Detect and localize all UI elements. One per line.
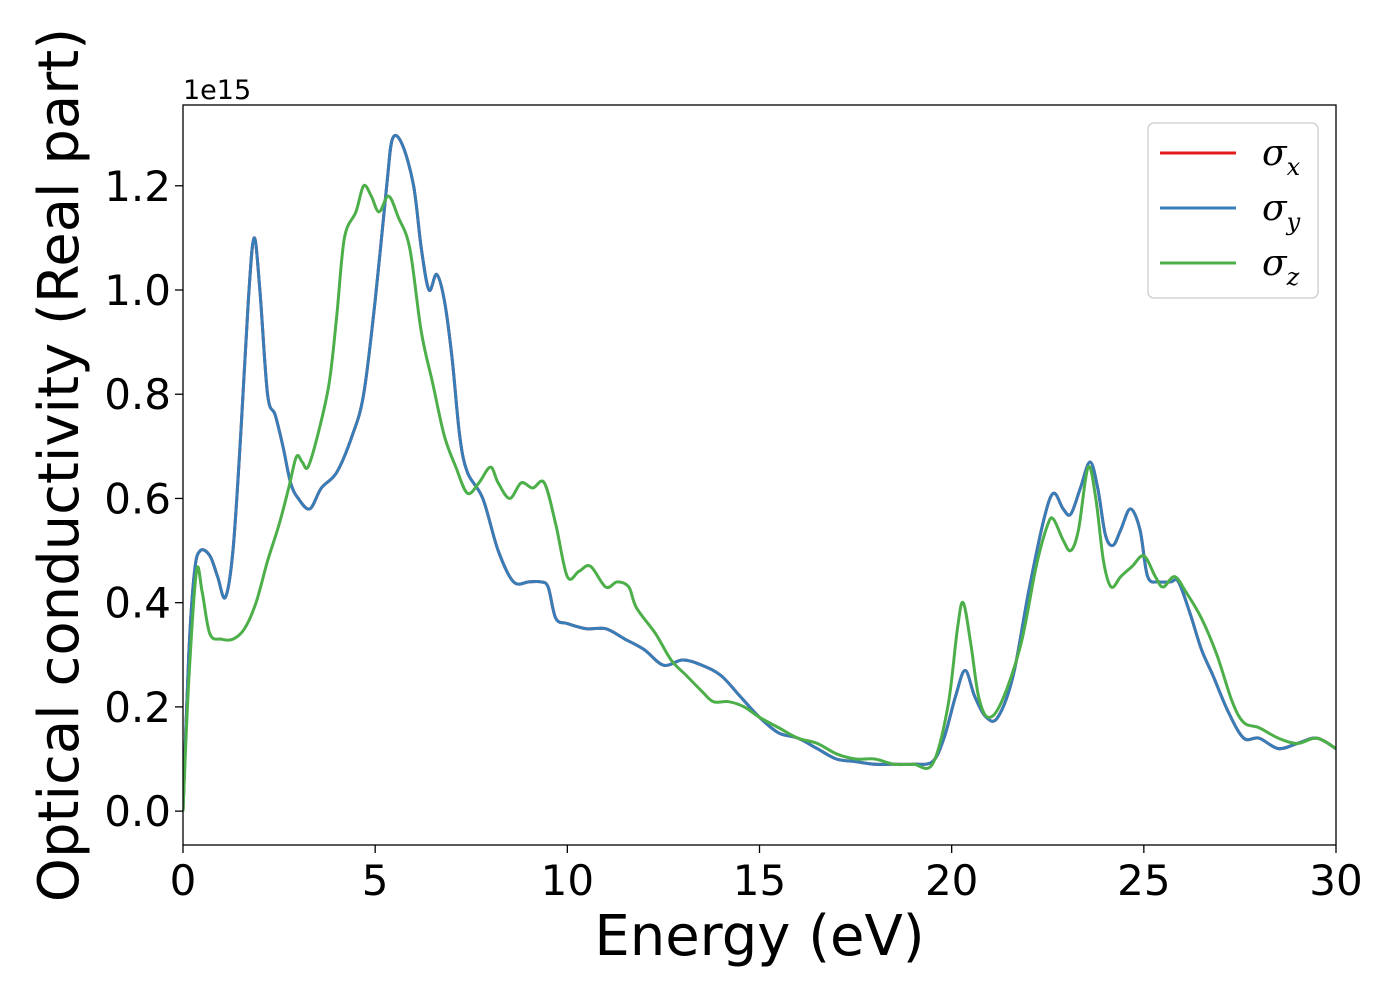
x-tick-label: 10	[541, 856, 594, 905]
legend-label-y: σy	[1262, 188, 1301, 236]
x-tick-label: 5	[362, 856, 389, 905]
y-tick-label: 0.6	[104, 474, 171, 523]
legend-subscript: x	[1287, 153, 1301, 181]
y-tick-label: 0.2	[104, 683, 171, 732]
y-tick-label: 0.0	[104, 787, 171, 836]
x-tick-label: 25	[1117, 856, 1170, 905]
legend-box	[1147, 122, 1319, 299]
x-axis-ticks: 0 5 10 15 20 25 30	[170, 845, 1363, 905]
legend-subscript: y	[1286, 208, 1301, 236]
legend-symbol: σ	[1262, 243, 1288, 284]
x-axis-label: Energy (eV)	[594, 904, 924, 969]
series-line-y	[183, 133, 1336, 812]
y-tick-label: 1.2	[104, 162, 171, 211]
x-tick-label: 30	[1309, 856, 1362, 905]
legend-label-x: σx	[1262, 133, 1301, 181]
series-group	[183, 133, 1336, 812]
x-tick-label: 15	[733, 856, 786, 905]
series-line-z	[183, 183, 1336, 812]
legend-label-z: σz	[1262, 243, 1300, 291]
x-tick-label: 0	[170, 856, 197, 905]
y-axis-ticks: 0.0 0.2 0.4 0.6 0.8 1.0 1.2	[104, 162, 183, 836]
y-axis-label: Optical conductivity (Real part)	[27, 28, 92, 902]
legend-symbol: σ	[1262, 188, 1288, 229]
y-tick-label: 0.4	[104, 579, 171, 628]
legend-symbol: σ	[1262, 133, 1288, 174]
x-tick-label: 20	[925, 856, 978, 905]
y-tick-label: 0.8	[104, 370, 171, 419]
y-tick-label: 1.0	[104, 266, 171, 315]
legend-subscript: z	[1286, 263, 1300, 291]
y-axis-offset-text: 1e15	[183, 75, 251, 106]
